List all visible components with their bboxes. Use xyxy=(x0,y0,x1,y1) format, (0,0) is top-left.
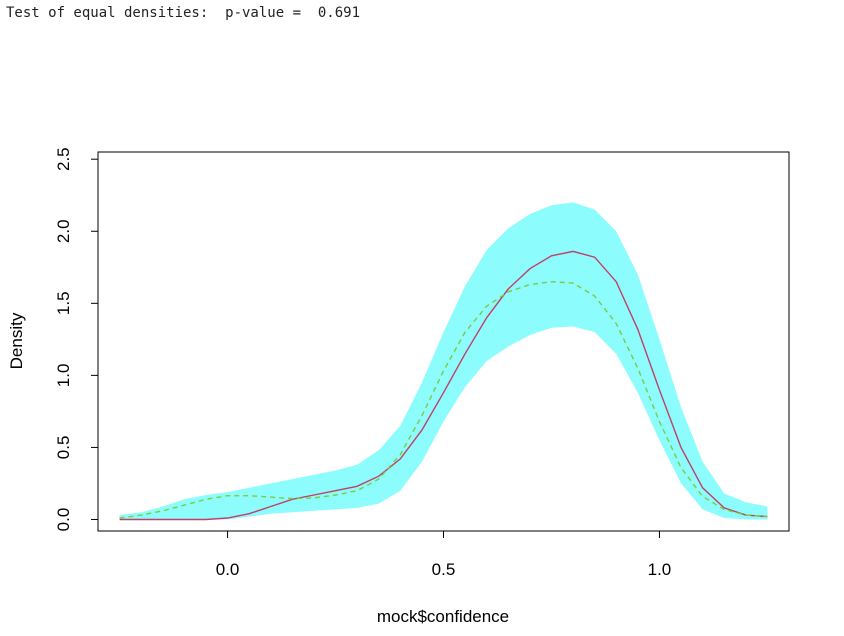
x-axis: 0.0 0.5 1.0 xyxy=(216,530,672,579)
y-tick-label: 2.5 xyxy=(54,147,73,171)
x-tick-label: 1.0 xyxy=(648,560,672,579)
x-axis-label: mock$confidence xyxy=(377,607,509,626)
y-tick-label: 2.0 xyxy=(54,219,73,243)
y-tick-label: 1.5 xyxy=(54,291,73,315)
x-tick-label: 0.0 xyxy=(216,560,240,579)
confidence-band xyxy=(119,202,768,520)
console-output-line: Test of equal densities: p-value = 0.691 xyxy=(6,5,361,21)
y-axis-label: Density xyxy=(7,312,26,369)
y-tick-label: 0.0 xyxy=(54,508,73,532)
series-layer xyxy=(119,250,768,521)
density-line-solid xyxy=(119,250,768,521)
x-tick-label: 0.5 xyxy=(432,560,456,579)
y-tick-label: 0.5 xyxy=(54,436,73,460)
y-axis: 0.0 0.5 1.0 1.5 2.0 2.5 xyxy=(54,147,99,532)
density-line-dashed xyxy=(119,280,768,519)
y-tick-label: 1.0 xyxy=(54,364,73,388)
confidence-band-layer xyxy=(119,202,768,520)
